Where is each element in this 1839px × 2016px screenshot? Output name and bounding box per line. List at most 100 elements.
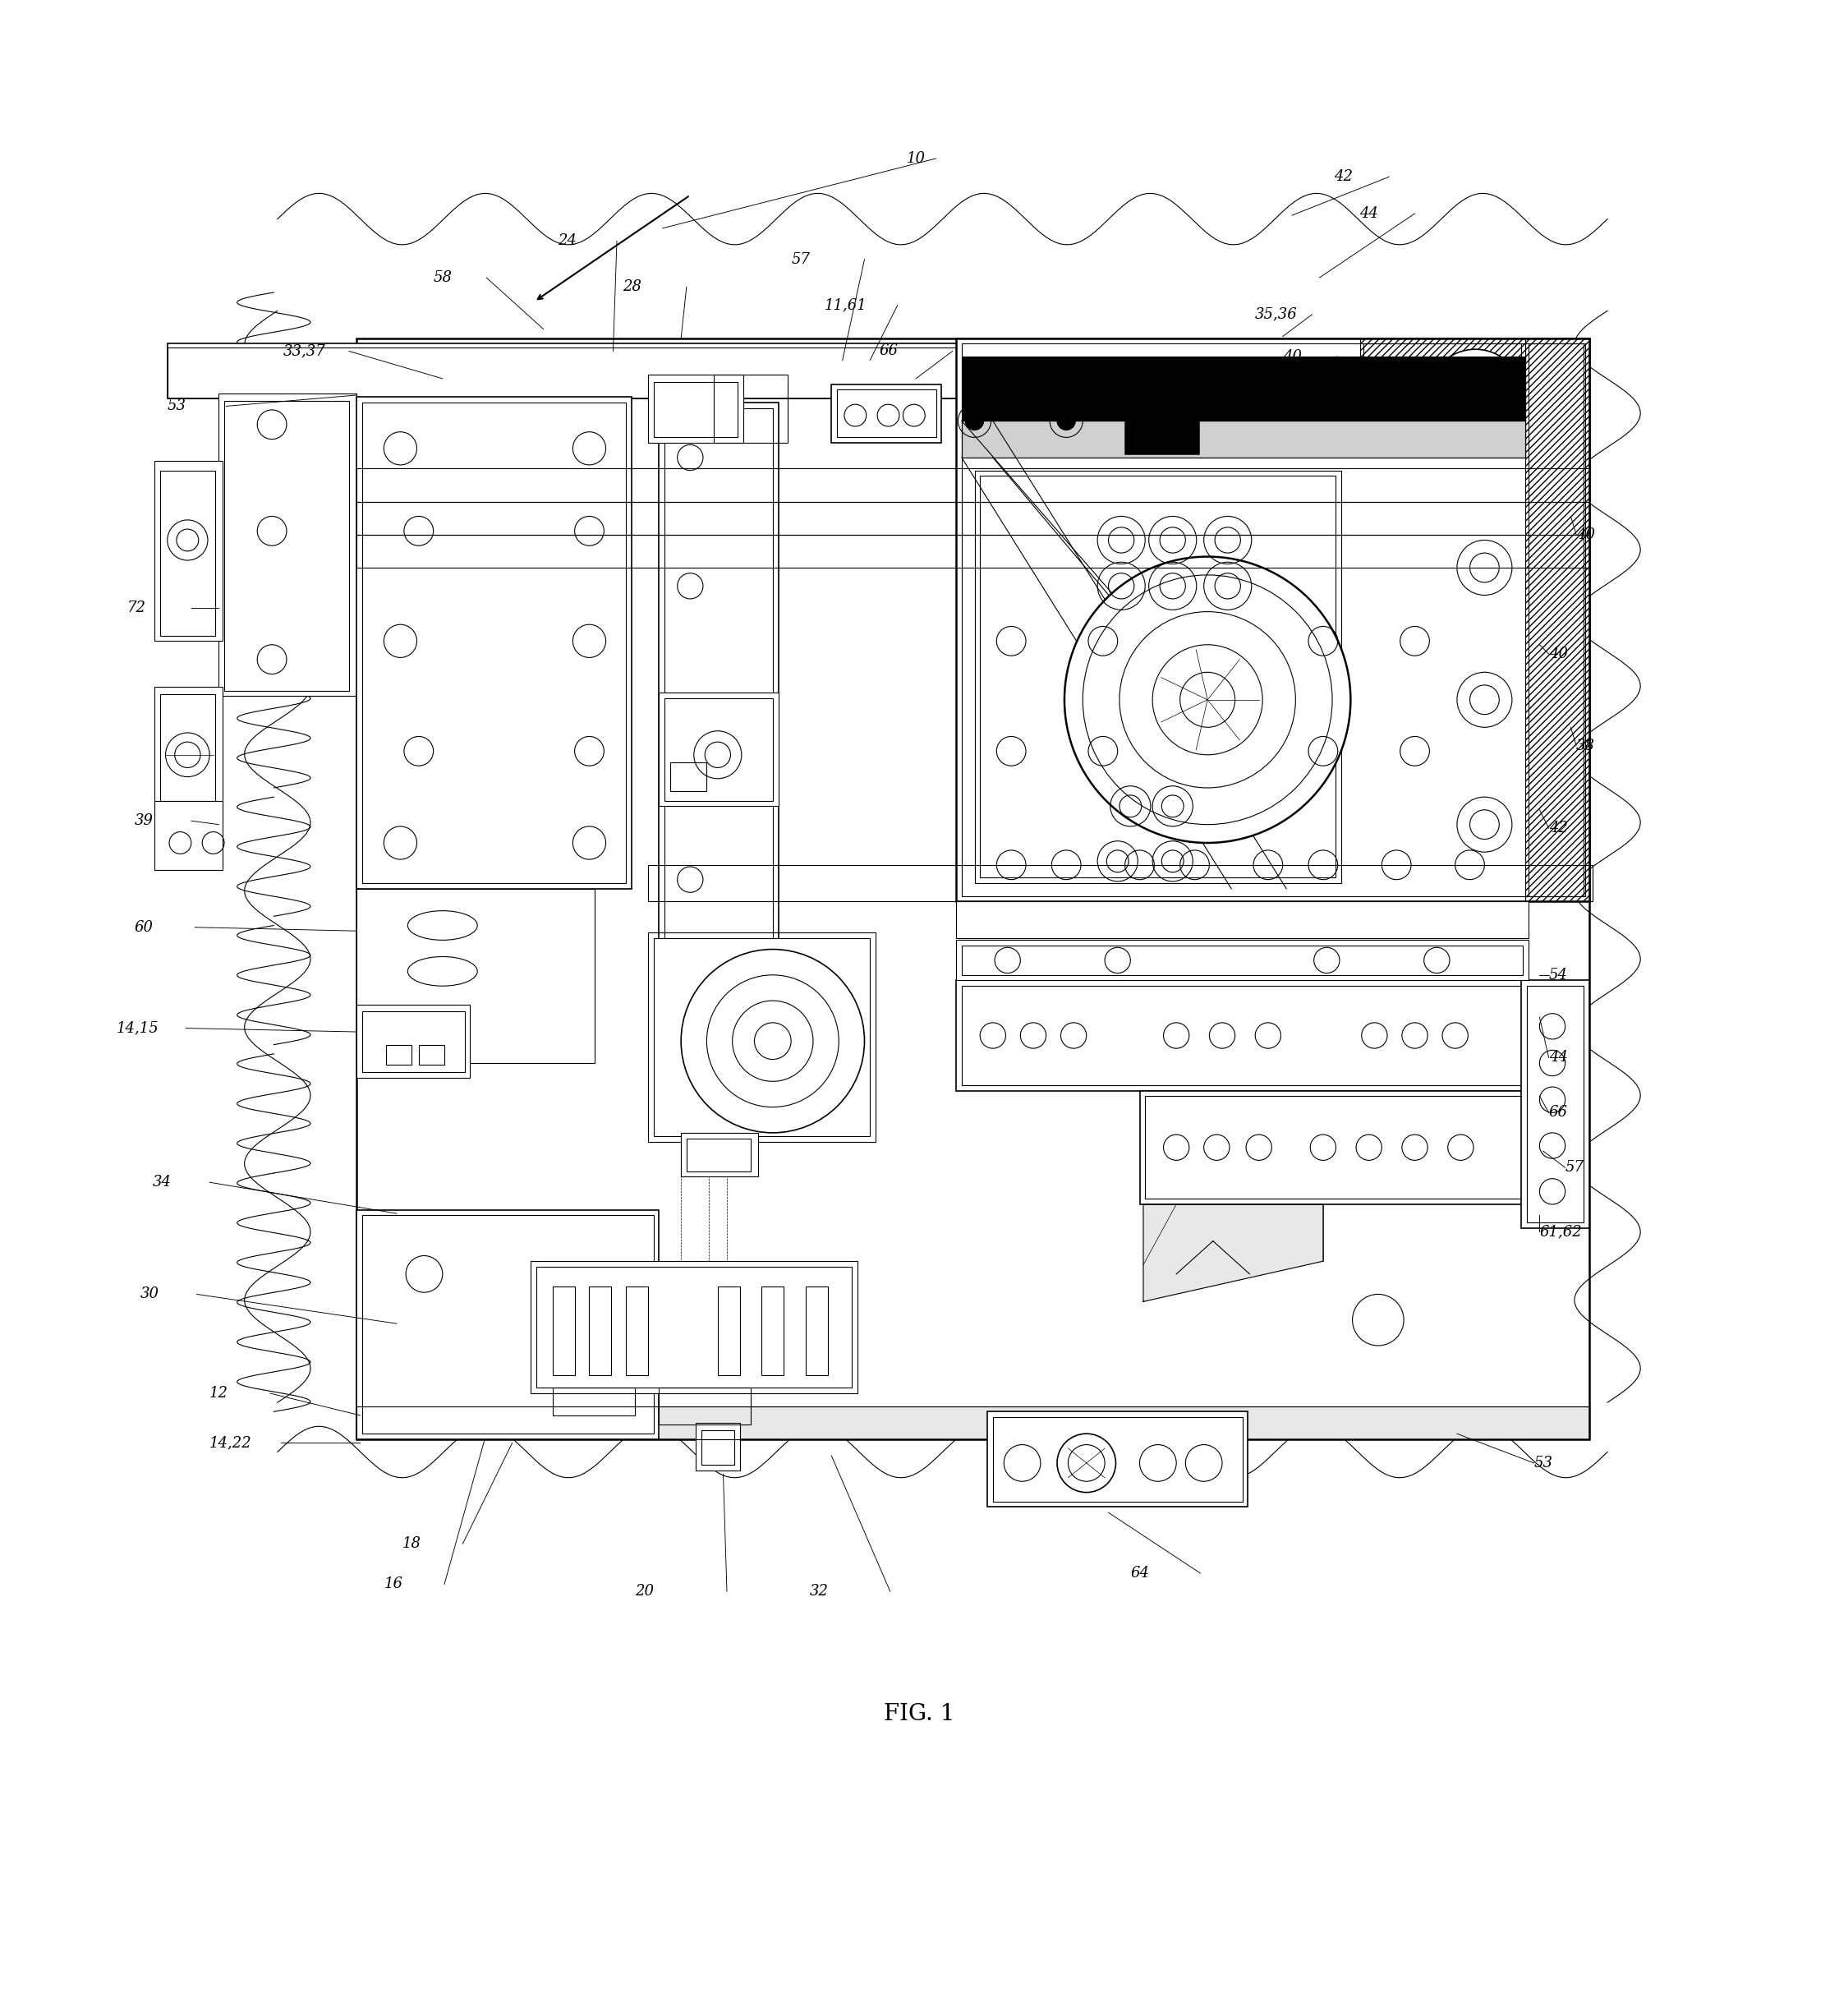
- Bar: [962, 421, 1525, 458]
- Bar: [357, 1004, 471, 1079]
- Bar: [1363, 345, 1521, 452]
- Bar: [956, 339, 1589, 901]
- Bar: [154, 687, 223, 806]
- Text: 54: 54: [1019, 389, 1037, 405]
- Text: 72: 72: [127, 601, 145, 615]
- Bar: [552, 1286, 574, 1375]
- Bar: [962, 345, 1583, 895]
- Bar: [419, 1044, 445, 1064]
- Text: FIG. 1: FIG. 1: [885, 1704, 954, 1726]
- Bar: [1526, 986, 1583, 1222]
- Text: 10: 10: [907, 151, 925, 165]
- Bar: [625, 1286, 647, 1375]
- Bar: [695, 1423, 739, 1470]
- Text: 38: 38: [1576, 738, 1594, 754]
- Bar: [1359, 339, 1525, 458]
- Bar: [167, 347, 1589, 399]
- Text: 40: 40: [1284, 349, 1302, 365]
- Text: 60: 60: [134, 919, 153, 935]
- Bar: [647, 865, 1593, 901]
- Bar: [362, 403, 625, 883]
- Bar: [717, 1286, 739, 1375]
- Text: 16: 16: [384, 1577, 403, 1591]
- Text: 18: 18: [403, 1536, 421, 1550]
- Text: 14,15: 14,15: [116, 1020, 158, 1036]
- Text: 64: 64: [1131, 1566, 1149, 1581]
- Bar: [362, 1216, 653, 1433]
- Text: 57: 57: [791, 252, 809, 266]
- Bar: [831, 385, 942, 444]
- Bar: [664, 698, 772, 800]
- Bar: [160, 694, 215, 800]
- Bar: [993, 1417, 1243, 1502]
- Bar: [357, 889, 594, 1062]
- Text: 34: 34: [153, 1175, 171, 1189]
- Bar: [837, 389, 936, 437]
- Text: 58: 58: [434, 270, 452, 284]
- Bar: [1528, 345, 1585, 895]
- Bar: [962, 357, 1525, 421]
- Bar: [357, 397, 631, 889]
- Text: 53: 53: [167, 399, 186, 413]
- Bar: [1521, 980, 1589, 1228]
- Bar: [647, 933, 875, 1141]
- Bar: [1140, 1091, 1528, 1204]
- Bar: [357, 468, 1589, 502]
- Circle shape: [1065, 556, 1350, 843]
- Text: 39: 39: [134, 812, 153, 829]
- Text: 44: 44: [1548, 1050, 1567, 1064]
- Bar: [988, 1411, 1249, 1508]
- Bar: [680, 1133, 758, 1177]
- Bar: [386, 1044, 412, 1064]
- Bar: [653, 937, 870, 1137]
- Bar: [956, 980, 1528, 1091]
- Text: 35,36: 35,36: [1256, 306, 1298, 323]
- Text: 32: 32: [809, 1585, 828, 1599]
- Bar: [658, 691, 778, 806]
- Bar: [552, 1387, 634, 1415]
- Text: 24: 24: [557, 234, 577, 248]
- Bar: [1146, 1097, 1523, 1200]
- Bar: [531, 1262, 857, 1393]
- Bar: [362, 1012, 465, 1073]
- Bar: [537, 1266, 851, 1387]
- Bar: [1125, 365, 1199, 454]
- Text: 20: 20: [634, 1585, 655, 1599]
- Bar: [357, 502, 1589, 534]
- Bar: [658, 1387, 750, 1425]
- Bar: [1525, 339, 1589, 901]
- Bar: [160, 470, 215, 635]
- Bar: [962, 421, 1525, 458]
- Bar: [664, 407, 772, 1020]
- Text: 33,37: 33,37: [283, 345, 326, 359]
- Text: 42: 42: [1548, 821, 1567, 835]
- Text: 42: 42: [1333, 169, 1354, 183]
- Bar: [653, 383, 737, 437]
- Text: 53: 53: [1534, 1456, 1552, 1470]
- Bar: [154, 800, 223, 871]
- Bar: [956, 939, 1528, 980]
- Bar: [956, 901, 1528, 937]
- Bar: [357, 1405, 1589, 1439]
- Text: 40: 40: [1576, 528, 1594, 542]
- Bar: [357, 339, 1589, 1439]
- Text: 44: 44: [1359, 206, 1379, 222]
- Text: 12: 12: [210, 1385, 228, 1401]
- Bar: [357, 1405, 1589, 1439]
- Bar: [647, 375, 743, 444]
- Text: 61,62: 61,62: [1539, 1224, 1582, 1240]
- Polygon shape: [1144, 1204, 1322, 1302]
- Text: 11,61: 11,61: [824, 298, 866, 312]
- Text: 40: 40: [1548, 647, 1567, 661]
- Bar: [962, 339, 1361, 901]
- Bar: [761, 1286, 783, 1375]
- Bar: [805, 1286, 828, 1375]
- Bar: [962, 986, 1523, 1085]
- Bar: [669, 762, 706, 792]
- Text: 66: 66: [879, 345, 897, 359]
- Circle shape: [1427, 349, 1523, 446]
- Circle shape: [1057, 411, 1076, 429]
- Bar: [588, 1286, 611, 1375]
- Bar: [167, 345, 1589, 399]
- Bar: [701, 1429, 734, 1466]
